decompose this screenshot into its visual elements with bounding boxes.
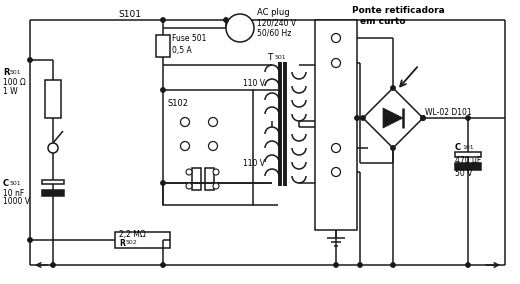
Bar [455, 163, 481, 170]
Bar [455, 152, 481, 157]
Circle shape [355, 116, 359, 120]
Text: em curto: em curto [360, 16, 406, 26]
Text: 501: 501 [10, 181, 22, 185]
Circle shape [421, 116, 425, 120]
Circle shape [421, 116, 425, 120]
Circle shape [391, 86, 395, 90]
Text: WL-02 D101: WL-02 D101 [425, 108, 472, 116]
Circle shape [361, 116, 365, 120]
Circle shape [334, 263, 338, 267]
Text: 110 V: 110 V [243, 78, 265, 87]
Circle shape [186, 169, 192, 175]
Circle shape [161, 181, 165, 185]
Text: 120/240 V: 120/240 V [257, 18, 296, 28]
Text: 501: 501 [10, 70, 22, 74]
Circle shape [213, 169, 219, 175]
Text: 101: 101 [462, 145, 474, 149]
Circle shape [332, 143, 341, 153]
Polygon shape [383, 108, 403, 128]
Circle shape [209, 141, 217, 151]
Bar [163, 90, 253, 205]
Text: 502: 502 [126, 241, 138, 245]
Circle shape [180, 118, 189, 126]
Bar [192, 168, 201, 190]
Text: 1000 V: 1000 V [3, 197, 30, 206]
Circle shape [28, 58, 32, 62]
Bar [42, 190, 64, 196]
Text: 1 W: 1 W [3, 87, 18, 95]
Bar [42, 180, 64, 184]
Circle shape [209, 118, 217, 126]
Circle shape [51, 263, 55, 267]
Text: C: C [455, 143, 461, 151]
Circle shape [186, 183, 192, 189]
Text: T: T [267, 53, 272, 62]
Circle shape [391, 146, 395, 150]
Text: 100 Ω: 100 Ω [3, 78, 26, 87]
Circle shape [161, 263, 165, 267]
Text: AC plug: AC plug [257, 7, 290, 16]
Circle shape [161, 88, 165, 92]
Circle shape [180, 141, 189, 151]
Text: 2,2 MΩ: 2,2 MΩ [119, 229, 146, 239]
Text: 10 nF: 10 nF [3, 189, 24, 197]
Circle shape [466, 116, 470, 120]
Circle shape [332, 59, 341, 68]
Circle shape [213, 183, 219, 189]
Text: R: R [119, 239, 125, 247]
Bar [115, 232, 170, 248]
Bar [156, 35, 170, 57]
Bar [205, 168, 214, 190]
Bar [315, 20, 357, 230]
Text: S101: S101 [118, 9, 141, 18]
Circle shape [161, 18, 165, 22]
Circle shape [28, 238, 32, 242]
Circle shape [466, 263, 470, 267]
Circle shape [48, 143, 58, 153]
Text: Fuse 501: Fuse 501 [172, 34, 206, 43]
Text: Ponte retificadora: Ponte retificadora [352, 5, 445, 14]
Text: S102: S102 [168, 99, 189, 108]
Circle shape [391, 263, 395, 267]
Circle shape [224, 18, 228, 22]
Text: 501: 501 [275, 55, 287, 60]
Circle shape [332, 168, 341, 176]
Text: 110 V: 110 V [243, 158, 265, 168]
Text: C: C [3, 179, 9, 187]
Text: 50 V: 50 V [455, 168, 472, 178]
Text: 50/60 Hz: 50/60 Hz [257, 28, 291, 37]
Text: R: R [3, 68, 9, 76]
Text: 0,5 A: 0,5 A [172, 45, 192, 55]
Bar [45, 80, 61, 118]
Circle shape [358, 263, 362, 267]
Circle shape [226, 14, 254, 42]
Text: 470 μF: 470 μF [455, 156, 481, 164]
Circle shape [332, 34, 341, 43]
